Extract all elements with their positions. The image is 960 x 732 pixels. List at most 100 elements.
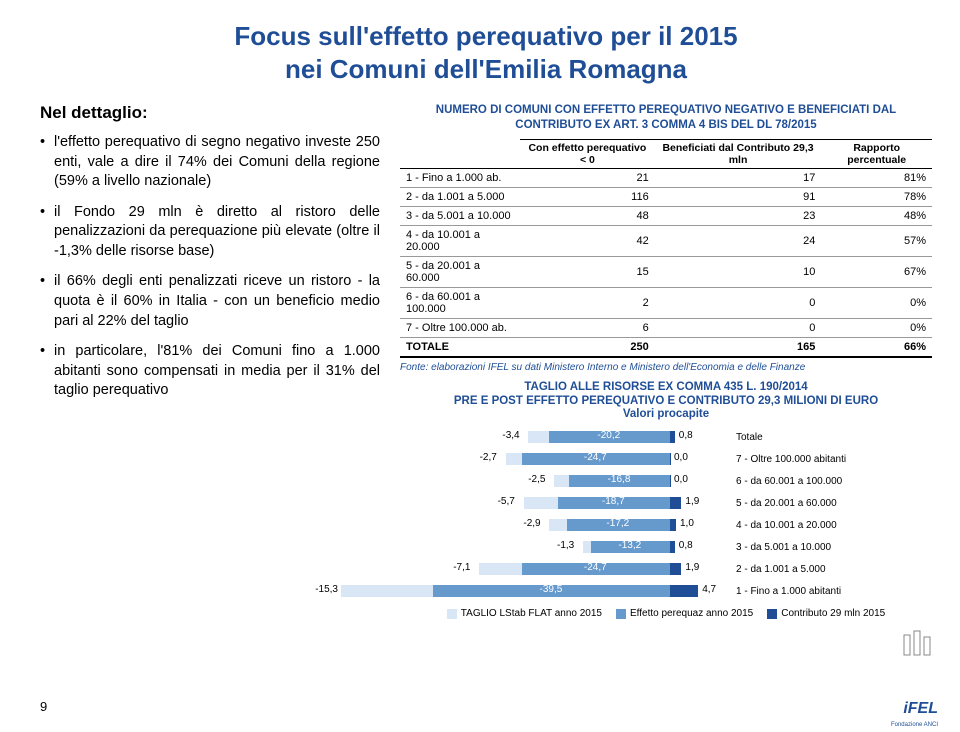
cell-label: 7 - Oltre 100.000 ab. xyxy=(400,318,520,337)
table-row: 4 - da 10.001 a 20.000422457% xyxy=(400,225,932,256)
chart-title-l3: Valori procapite xyxy=(623,408,709,420)
cell-label: 2 - da 1.001 a 5.000 xyxy=(400,187,520,206)
cell-val: 21 xyxy=(520,168,655,187)
chart-row-label: 7 - Oltre 100.000 abitanti xyxy=(730,454,846,465)
table-row: 5 - da 20.001 a 60.000151067% xyxy=(400,256,932,287)
th-col1: Con effetto perequativo < 0 xyxy=(520,139,655,168)
cell-val: 15 xyxy=(520,256,655,287)
chart-barzone: -15,3-39,54,7 xyxy=(400,582,730,600)
title-line1: Focus sull'effetto perequativo per il 20… xyxy=(234,21,737,51)
bar-taglio xyxy=(554,475,569,487)
bar-label-b: -17,2 xyxy=(606,518,629,529)
chart-barzone: -5,7 -18,7 1,9 xyxy=(400,494,730,512)
chart-row: -2,9 -17,2 1,0 4 - da 10.001 a 20.000 xyxy=(400,514,932,536)
chart-row-label: 6 - da 60.001 a 100.000 xyxy=(730,476,842,487)
data-table: Con effetto perequativo < 0 Beneficiati … xyxy=(400,139,932,358)
table-total-row: TOTALE25016566% xyxy=(400,337,932,357)
chart-row: -15,3-39,54,71 - Fino a 1.000 abitanti xyxy=(400,580,932,602)
bar-label-b: -24,7 xyxy=(584,562,607,573)
chart-row-label: Totale xyxy=(730,432,763,443)
bullet-item: l'effetto perequativo di segno negativo … xyxy=(40,133,380,192)
bar-label-a: -2,9 xyxy=(523,518,540,529)
detail-heading: Nel dettaglio: xyxy=(40,103,380,123)
bar-contributo xyxy=(670,431,675,443)
bar-label-c: 0,0 xyxy=(674,474,688,485)
bar-contributo xyxy=(670,497,681,509)
cell-val: 91 xyxy=(655,187,822,206)
bar-label-c: 1,9 xyxy=(685,562,699,573)
bar-label-b: -18,7 xyxy=(602,496,625,507)
legend-item: Contributo 29 mln 2015 xyxy=(767,608,885,619)
cell-val: 0% xyxy=(821,318,932,337)
bar-taglio xyxy=(528,431,548,443)
cell-val: 48 xyxy=(520,206,655,225)
chart-title-l2: PRE E POST EFFETTO PEREQUATIVO E CONTRIB… xyxy=(454,395,878,407)
bar-label-b: -39,5 xyxy=(540,584,563,595)
chart-barzone: -2,7-24,70,0 xyxy=(400,450,730,468)
bar-chart: -3,4-20,20,8Totale-2,7-24,70,07 - Oltre … xyxy=(400,426,932,602)
chart-row: -2,5-16,80,06 - da 60.001 a 100.000 xyxy=(400,470,932,492)
ifel-subtitle: Fondazione ANCI xyxy=(891,722,938,728)
table-title: NUMERO DI COMUNI CON EFFETTO PEREQUATIVO… xyxy=(400,103,932,133)
bar-label-c: 4,7 xyxy=(702,584,716,595)
cell-val: 42 xyxy=(520,225,655,256)
bar-contributo xyxy=(670,541,675,553)
cell-val: 81% xyxy=(821,168,932,187)
legend-item: Effetto perequaz anno 2015 xyxy=(616,608,753,619)
bar-contributo xyxy=(670,475,671,487)
cell-val: 2 xyxy=(520,287,655,318)
chart-row: -1,3-13,20,83 - da 5.001 a 10.000 xyxy=(400,536,932,558)
bar-contributo xyxy=(670,563,681,575)
bar-label-c: 1,9 xyxy=(685,496,699,507)
cell-val: 0% xyxy=(821,287,932,318)
table-row: 3 - da 5.001 a 10.000482348% xyxy=(400,206,932,225)
cell-label: 5 - da 20.001 a 60.000 xyxy=(400,256,520,287)
bar-label-c: 0,8 xyxy=(679,430,693,441)
cell-val: 57% xyxy=(821,225,932,256)
legend-swatch xyxy=(767,609,777,619)
bar-label-c: 1,0 xyxy=(680,518,694,529)
bar-contributo xyxy=(670,453,671,465)
cell-label: 3 - da 5.001 a 10.000 xyxy=(400,206,520,225)
cell-val: 23 xyxy=(655,206,822,225)
chart-row-label: 2 - da 1.001 a 5.000 xyxy=(730,564,826,575)
cell-val: 6 xyxy=(520,318,655,337)
bar-label-a: -15,3 xyxy=(315,584,338,595)
bar-label-c: 0,0 xyxy=(674,452,688,463)
th-blank xyxy=(400,139,520,168)
left-column: Nel dettaglio: l'effetto perequativo di … xyxy=(40,103,380,619)
page-number: 9 xyxy=(40,699,47,714)
chart-row: -5,7 -18,7 1,9 5 - da 20.001 a 60.000 xyxy=(400,492,932,514)
bar-taglio xyxy=(506,453,522,465)
chart-legend: TAGLIO LStab FLAT anno 2015 Effetto pereq… xyxy=(400,608,932,619)
bar-label-a: -5,7 xyxy=(498,496,515,507)
chart-barzone: -2,5-16,80,0 xyxy=(400,472,730,490)
bullet-item: il Fondo 29 mln è diretto al ristoro del… xyxy=(40,203,380,262)
ifel-logo: iFEL xyxy=(903,700,938,718)
bar-taglio xyxy=(583,541,591,553)
chart-row-label: 4 - da 10.001 a 20.000 xyxy=(730,520,837,531)
chart-title: TAGLIO ALLE RISORSE EX COMMA 435 L. 190/… xyxy=(400,381,932,422)
bar-label-c: 0,8 xyxy=(679,540,693,551)
title-line2: nei Comuni dell'Emilia Romagna xyxy=(285,54,687,84)
bar-label-a: -2,7 xyxy=(480,452,497,463)
bar-label-a: -1,3 xyxy=(557,540,574,551)
chart-row-label: 1 - Fino a 1.000 abitanti xyxy=(730,586,841,597)
cell-val: 78% xyxy=(821,187,932,206)
table-row: 7 - Oltre 100.000 ab.600% xyxy=(400,318,932,337)
bar-taglio xyxy=(341,585,433,597)
chart-barzone: -3,4-20,20,8 xyxy=(400,428,730,446)
bullet-item: il 66% degli enti penalizzati riceve un … xyxy=(40,272,380,331)
table-row: 2 - da 1.001 a 5.0001169178% xyxy=(400,187,932,206)
chart-barzone: -7,1-24,71,9 xyxy=(400,560,730,578)
cell-label: 4 - da 10.001 a 20.000 xyxy=(400,225,520,256)
cell-val: 10 xyxy=(655,256,822,287)
legend-item: TAGLIO LStab FLAT anno 2015 xyxy=(447,608,602,619)
chart-row-label: 5 - da 20.001 a 60.000 xyxy=(730,498,837,509)
chart-row: -2,7-24,70,07 - Oltre 100.000 abitanti xyxy=(400,448,932,470)
bullet-list: l'effetto perequativo di segno negativo … xyxy=(40,133,380,401)
bar-label-b: -13,2 xyxy=(618,540,641,551)
bullet-item: in particolare, l'81% dei Comuni fino a … xyxy=(40,342,380,401)
bar-taglio xyxy=(549,519,566,531)
bar-label-a: -3,4 xyxy=(502,430,519,441)
